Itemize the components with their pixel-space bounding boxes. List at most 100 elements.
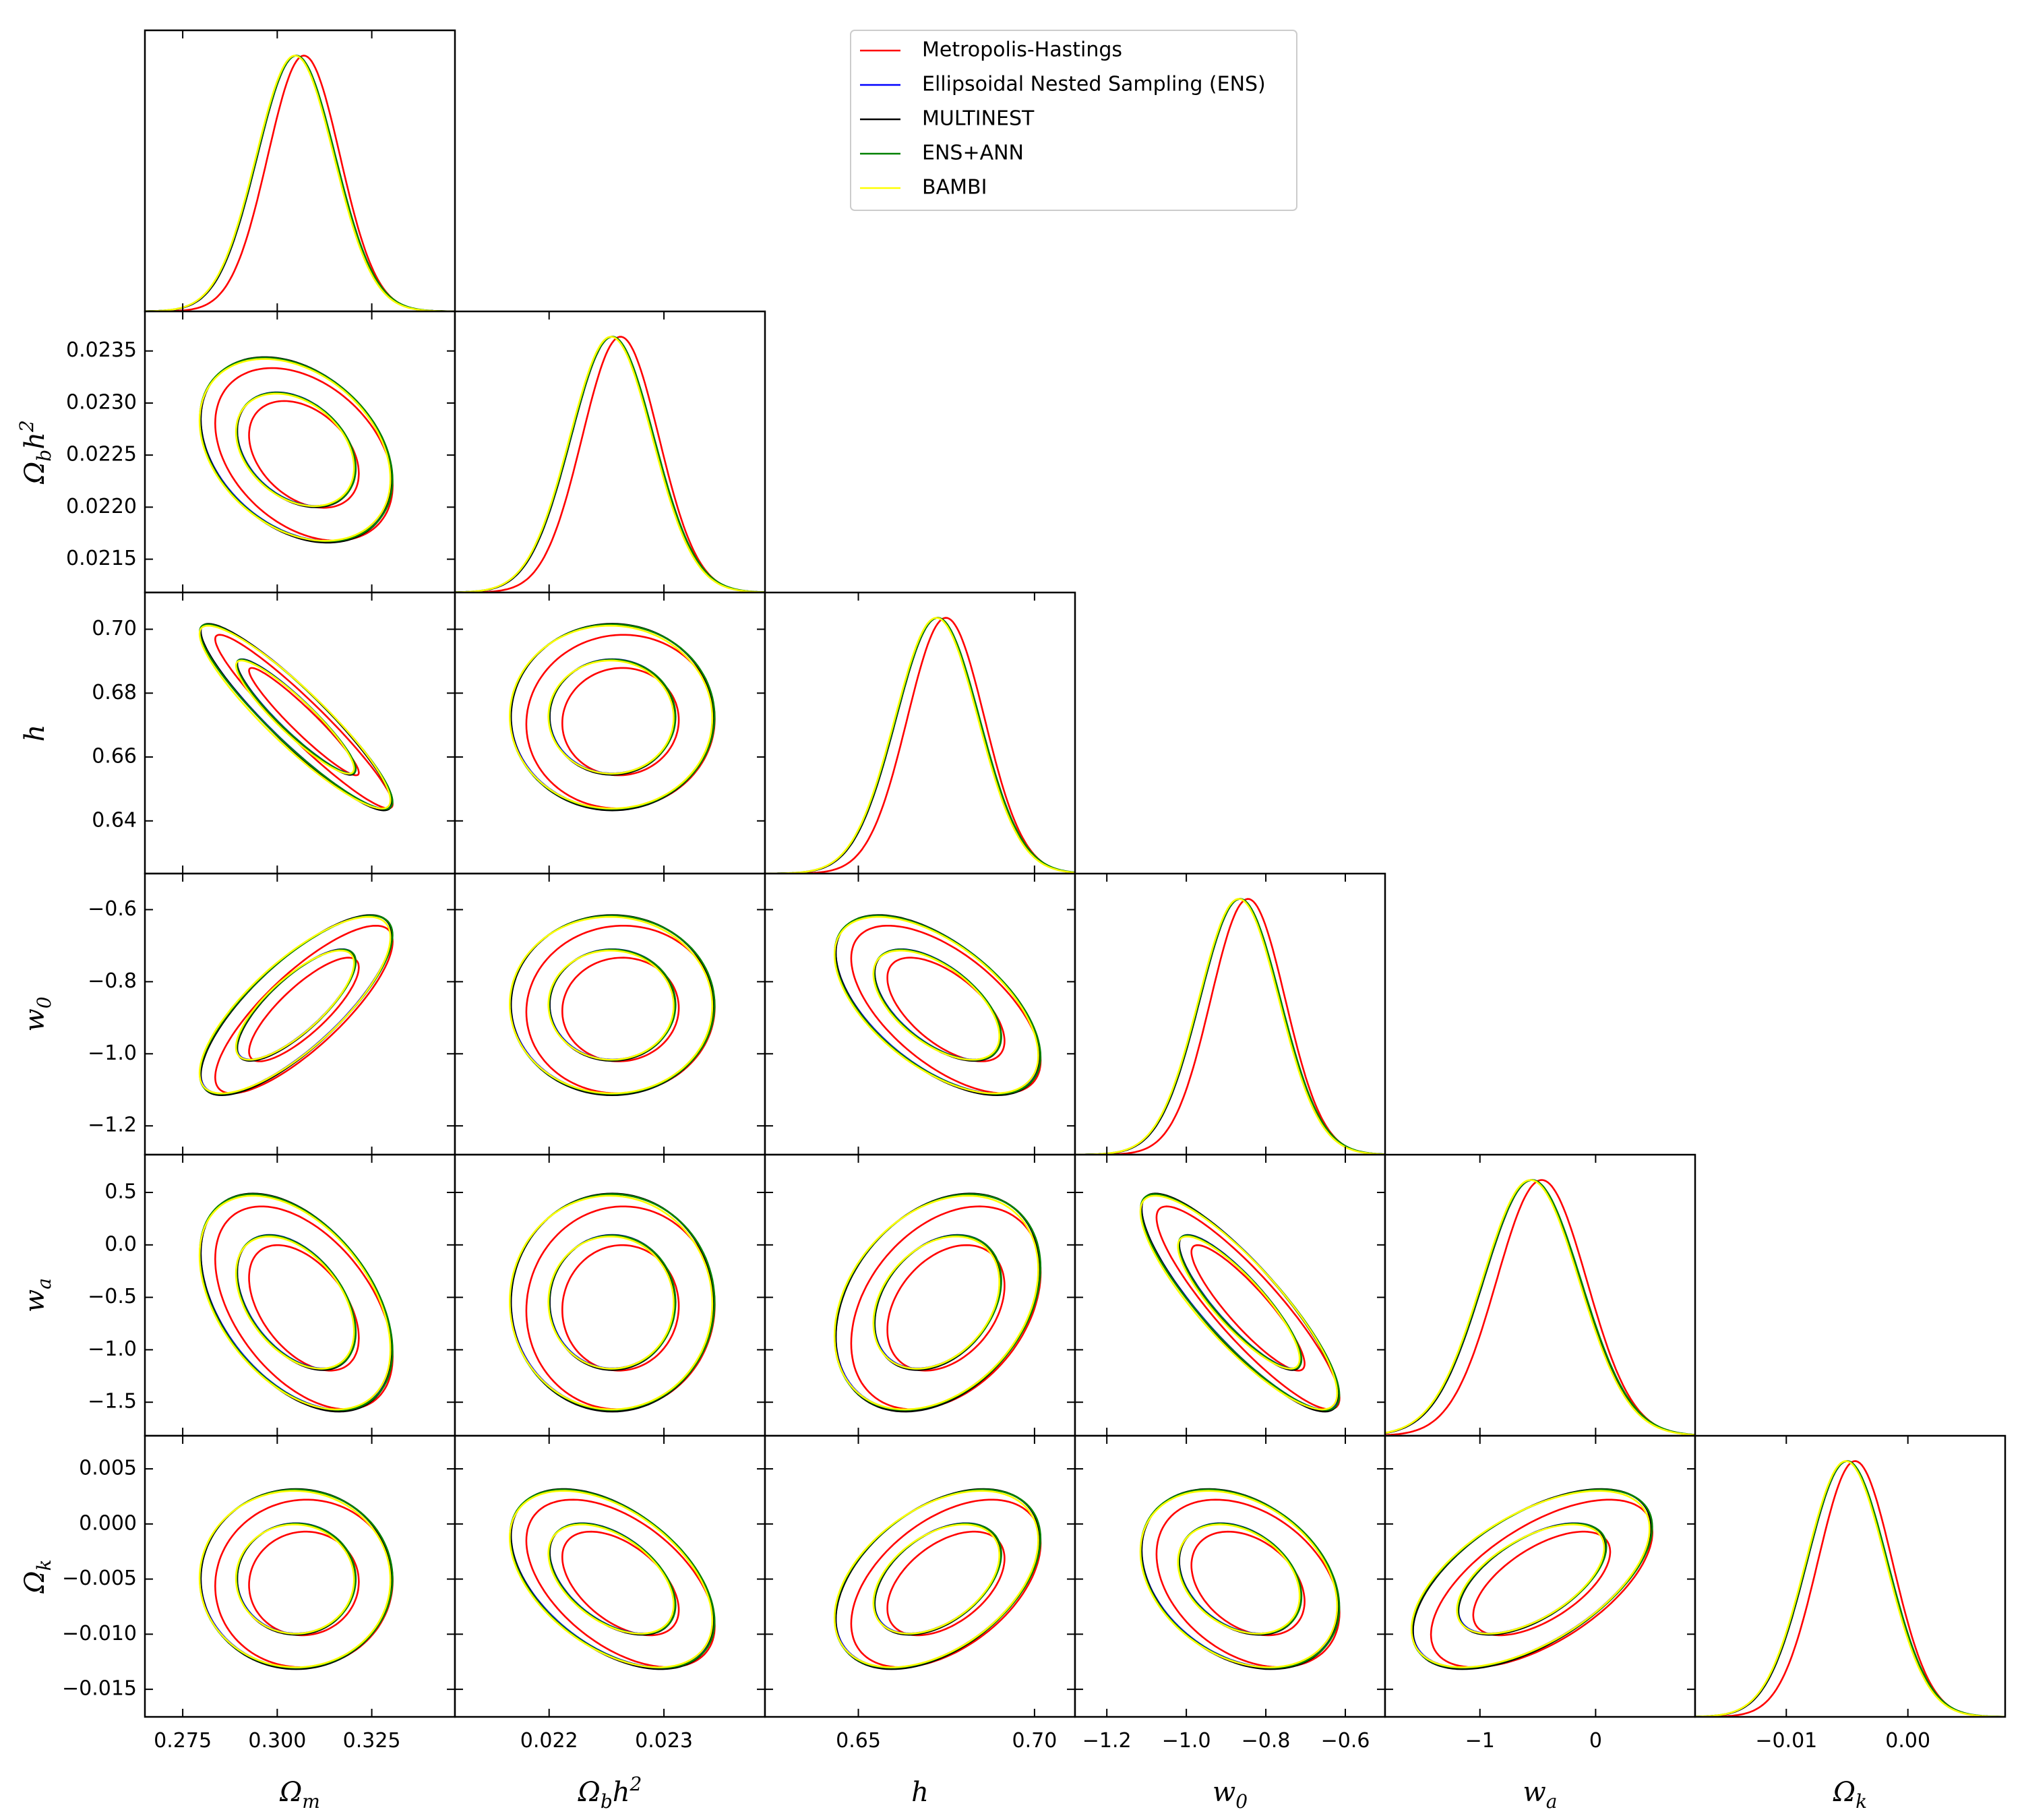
contour-68 (561, 957, 680, 1062)
y-axis-label-h: h (20, 725, 51, 742)
contour-68 (886, 1244, 1006, 1372)
y-tick-label-ok: −0.005 (62, 1567, 137, 1590)
y-axis-label-obh2: Ωbh2 (16, 420, 55, 485)
panel-obh2-h (454, 591, 766, 875)
x-tick-label-w0: −0.8 (1242, 1729, 1291, 1753)
panel-background (455, 1155, 765, 1436)
marginal-curve (455, 336, 765, 593)
y-tick-label-h: 0.64 (92, 808, 137, 832)
panel-om-h (144, 591, 456, 875)
panel-obh2-w0 (454, 872, 766, 1156)
x-axis-label-ok: Ωk (1833, 1777, 1867, 1813)
contour-68 (561, 1244, 680, 1372)
legend-entry: BAMBI (922, 176, 987, 200)
panel-background (145, 874, 455, 1155)
contour-68 (235, 949, 355, 1061)
x-tick-label-wa: 0 (1589, 1729, 1602, 1753)
panel-background (455, 1436, 765, 1717)
y-axis-label-w0: w0 (20, 996, 55, 1031)
legend-entry: MULTINEST (922, 107, 1035, 131)
y-tick-label-ok: 0.005 (79, 1457, 137, 1480)
y-tick-label-h: 0.70 (92, 617, 137, 640)
panel-ok (1694, 1434, 2006, 1718)
panel-wa-ok (1384, 1434, 1696, 1718)
y-tick-label-obh2: 0.0230 (66, 390, 137, 414)
x-axis-label-w0: w0 (1213, 1777, 1248, 1813)
panel-obh2-wa (454, 1153, 766, 1437)
contour-95 (1410, 1490, 1651, 1668)
legend-entry: Ellipsoidal Nested Sampling (ENS) (922, 73, 1266, 96)
x-tick-label-w0: −1.0 (1162, 1729, 1211, 1753)
y-tick-label-wa: −0.5 (88, 1285, 137, 1308)
panel-background (145, 1155, 455, 1436)
contour-68 (235, 392, 355, 508)
contour-68 (248, 957, 360, 1062)
contour-95 (508, 624, 714, 810)
marginal-curve (1385, 1179, 1695, 1436)
y-tick-label-wa: −1.5 (88, 1390, 137, 1414)
y-axis-label-wa: wa (20, 1278, 55, 1312)
x-tick-label-obh2: 0.023 (635, 1729, 693, 1753)
panels-layer (144, 29, 2006, 1718)
x-tick-label-ok: 0.00 (1885, 1729, 1930, 1753)
contour-68 (547, 659, 675, 775)
panel-om-wa (144, 1153, 456, 1437)
contour-68 (872, 1236, 1001, 1370)
y-tick-label-ok: 0.000 (79, 1511, 137, 1535)
marginal-curve (765, 617, 1075, 874)
contour-95 (1139, 1194, 1339, 1411)
panel-om-ok (144, 1434, 456, 1718)
contour-68 (561, 667, 680, 777)
contour-68 (547, 1236, 675, 1370)
panel-w0-wa (1074, 1153, 1386, 1437)
x-tick-label-om: 0.300 (248, 1729, 306, 1753)
x-tick-label-h: 0.70 (1012, 1729, 1057, 1753)
contour-95 (198, 1490, 392, 1668)
contour-68 (248, 400, 360, 509)
contour-95 (214, 924, 394, 1095)
contour-68 (1190, 1530, 1306, 1637)
contour-95 (833, 1194, 1039, 1411)
panel-h (764, 591, 1076, 875)
y-tick-label-obh2: 0.0225 (66, 443, 137, 466)
panel-background (145, 311, 455, 593)
contour-68 (872, 949, 1001, 1061)
panel-background (1075, 1155, 1385, 1436)
panel-obh2 (454, 310, 766, 594)
legend-box (850, 30, 1297, 211)
panel-h-wa (764, 1153, 1076, 1437)
y-tick-label-h: 0.68 (92, 681, 137, 704)
contour-95 (214, 634, 394, 810)
contour-95 (833, 1490, 1039, 1668)
contour-68 (1177, 1523, 1301, 1635)
marginal-curve (1695, 1460, 2005, 1717)
x-tick-label-h: 0.65 (836, 1729, 881, 1753)
contour-68 (1456, 1523, 1605, 1635)
panel-om (144, 29, 456, 313)
x-tick-label-w0: −1.2 (1082, 1729, 1132, 1753)
panel-background (1385, 1436, 1695, 1717)
contour-95 (198, 915, 392, 1095)
contour-95 (850, 1498, 1042, 1668)
y-tick-label-ok: −0.015 (62, 1677, 137, 1701)
x-axis-label-obh2: Ωbh2 (578, 1773, 642, 1813)
y-tick-label-wa: 0.5 (104, 1180, 137, 1204)
contour-68 (235, 1236, 355, 1370)
y-tick-label-wa: 0.0 (104, 1232, 137, 1256)
contour-68 (1177, 1236, 1301, 1370)
contour-95 (833, 915, 1039, 1095)
contour-68 (235, 1523, 355, 1635)
panel-w0-ok (1074, 1434, 1386, 1718)
y-tick-label-ok: −0.010 (62, 1622, 137, 1645)
panel-h-w0 (764, 872, 1076, 1156)
panel-om-obh2 (144, 310, 456, 594)
marginal-curve (1075, 898, 1385, 1155)
labels-layer: 0.02150.02200.02250.02300.0235Ωbh20.640.… (16, 338, 1930, 1813)
legend: Metropolis-Hastings Ellipsoidal Nested Sa… (850, 30, 1297, 211)
x-tick-label-om: 0.275 (154, 1729, 212, 1753)
panel-om-w0 (144, 872, 456, 1156)
panel-background (765, 593, 1075, 874)
panel-background (765, 1436, 1075, 1717)
contour-95 (198, 1194, 392, 1411)
x-axis-label-wa: wa (1523, 1777, 1558, 1813)
